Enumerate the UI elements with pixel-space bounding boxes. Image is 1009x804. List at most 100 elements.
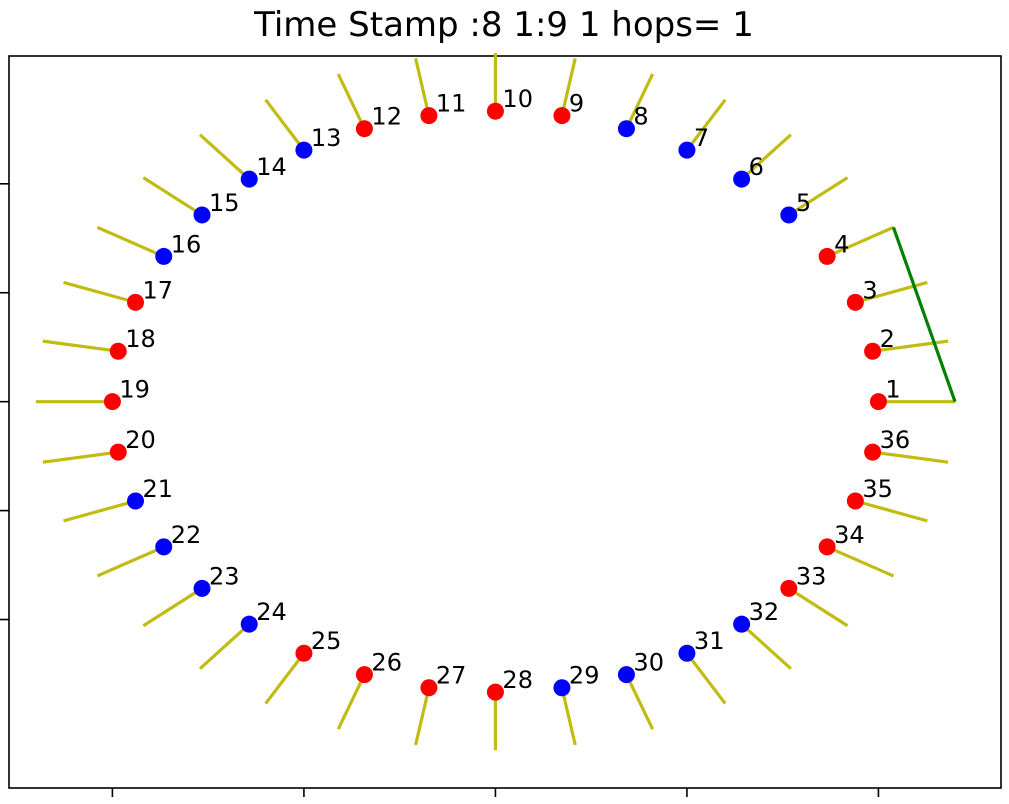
node-point-27 bbox=[420, 679, 438, 697]
node-label-35: 35 bbox=[862, 475, 893, 503]
node-label-10: 10 bbox=[502, 85, 533, 113]
antenna-line-14 bbox=[198, 133, 251, 181]
antenna-line-12 bbox=[336, 73, 366, 130]
antenna-line-32 bbox=[740, 622, 792, 670]
node-point-35 bbox=[846, 492, 864, 510]
node-point-5 bbox=[780, 206, 798, 224]
node-point-29 bbox=[553, 679, 571, 697]
axis-ticks bbox=[0, 183, 880, 797]
node-label-23: 23 bbox=[209, 562, 240, 590]
node-point-21 bbox=[127, 492, 145, 510]
node-label-30: 30 bbox=[633, 649, 664, 677]
node-label-36: 36 bbox=[880, 426, 911, 454]
plot-frame bbox=[8, 55, 1002, 789]
antenna-line-30 bbox=[624, 673, 655, 730]
node-point-3 bbox=[846, 293, 864, 311]
antenna-line-16 bbox=[96, 225, 165, 258]
node-point-2 bbox=[864, 342, 882, 360]
node-label-6: 6 bbox=[749, 153, 764, 181]
antenna-line-31 bbox=[685, 652, 727, 705]
node-label-33: 33 bbox=[796, 562, 827, 590]
antenna-line-11 bbox=[414, 58, 431, 116]
node-point-11 bbox=[420, 107, 438, 125]
node-point-14 bbox=[240, 170, 258, 188]
node-point-20 bbox=[109, 443, 127, 461]
antenna-line-4 bbox=[826, 225, 895, 258]
antenna-line-29 bbox=[560, 687, 577, 746]
antenna-line-35 bbox=[854, 499, 928, 523]
node-point-22 bbox=[155, 538, 173, 556]
node-label-29: 29 bbox=[569, 662, 600, 690]
antenna-line-21 bbox=[63, 499, 136, 523]
node-label-24: 24 bbox=[256, 598, 287, 626]
node-label-2: 2 bbox=[880, 325, 895, 353]
node-label-14: 14 bbox=[256, 153, 287, 181]
node-point-33 bbox=[780, 579, 798, 597]
node-point-7 bbox=[678, 141, 696, 159]
node-point-32 bbox=[733, 615, 751, 633]
node-label-3: 3 bbox=[862, 276, 877, 304]
node-point-23 bbox=[193, 579, 211, 597]
node-label-25: 25 bbox=[311, 627, 342, 655]
node-point-6 bbox=[733, 170, 751, 188]
node-point-25 bbox=[295, 644, 313, 662]
antenna-line-15 bbox=[142, 176, 203, 217]
antenna-line-23 bbox=[142, 587, 203, 628]
node-point-36 bbox=[864, 443, 882, 461]
node-point-15 bbox=[193, 206, 211, 224]
node-label-4: 4 bbox=[834, 230, 849, 258]
node-point-17 bbox=[127, 293, 145, 311]
antenna-line-8 bbox=[624, 73, 655, 130]
node-label-27: 27 bbox=[436, 662, 467, 690]
chart-title: Time Stamp :8 1:9 1 hops= 1 bbox=[253, 5, 754, 45]
node-label-7: 7 bbox=[694, 124, 709, 152]
antenna-line-13 bbox=[264, 98, 306, 152]
node-label-8: 8 bbox=[633, 103, 648, 131]
antenna-line-34 bbox=[826, 545, 895, 578]
node-label-21: 21 bbox=[143, 475, 174, 503]
node-label-13: 13 bbox=[311, 124, 342, 152]
node-label-5: 5 bbox=[796, 189, 811, 217]
node-label-31: 31 bbox=[694, 627, 725, 655]
node-label-34: 34 bbox=[834, 521, 865, 549]
node-label-22: 22 bbox=[171, 521, 202, 549]
node-point-30 bbox=[617, 666, 635, 684]
node-point-19 bbox=[103, 393, 121, 411]
antenna-line-6 bbox=[740, 133, 792, 181]
antenna-line-22 bbox=[96, 545, 165, 578]
node-label-19: 19 bbox=[119, 376, 150, 404]
node-point-18 bbox=[109, 342, 127, 360]
node-point-24 bbox=[240, 615, 258, 633]
link-line-1 bbox=[891, 226, 957, 403]
antenna-line-36 bbox=[872, 450, 949, 464]
node-point-34 bbox=[818, 538, 836, 556]
antenna-line-26 bbox=[336, 673, 366, 730]
node-point-1 bbox=[869, 393, 887, 411]
node-label-28: 28 bbox=[502, 666, 533, 694]
node-points bbox=[103, 102, 887, 701]
node-point-12 bbox=[355, 120, 373, 138]
node-label-17: 17 bbox=[143, 276, 174, 304]
antenna-line-9 bbox=[560, 58, 577, 116]
node-point-4 bbox=[818, 247, 836, 265]
node-label-16: 16 bbox=[171, 230, 202, 258]
antenna-line-7 bbox=[685, 98, 727, 152]
node-point-26 bbox=[355, 666, 373, 684]
antenna-line-33 bbox=[787, 587, 849, 628]
node-label-15: 15 bbox=[209, 189, 240, 217]
node-labels: 1234567891011121314151617181920212223242… bbox=[119, 85, 910, 694]
node-label-26: 26 bbox=[371, 649, 402, 677]
node-point-9 bbox=[553, 107, 571, 125]
node-label-18: 18 bbox=[125, 325, 156, 353]
node-point-13 bbox=[295, 141, 313, 159]
node-point-16 bbox=[155, 247, 173, 265]
link-lines bbox=[891, 226, 957, 403]
antenna-line-25 bbox=[264, 652, 306, 705]
node-label-20: 20 bbox=[125, 426, 156, 454]
antenna-line-27 bbox=[414, 687, 431, 746]
node-point-28 bbox=[486, 683, 504, 701]
antenna-line-20 bbox=[42, 450, 119, 464]
antenna-line-18 bbox=[42, 339, 119, 353]
